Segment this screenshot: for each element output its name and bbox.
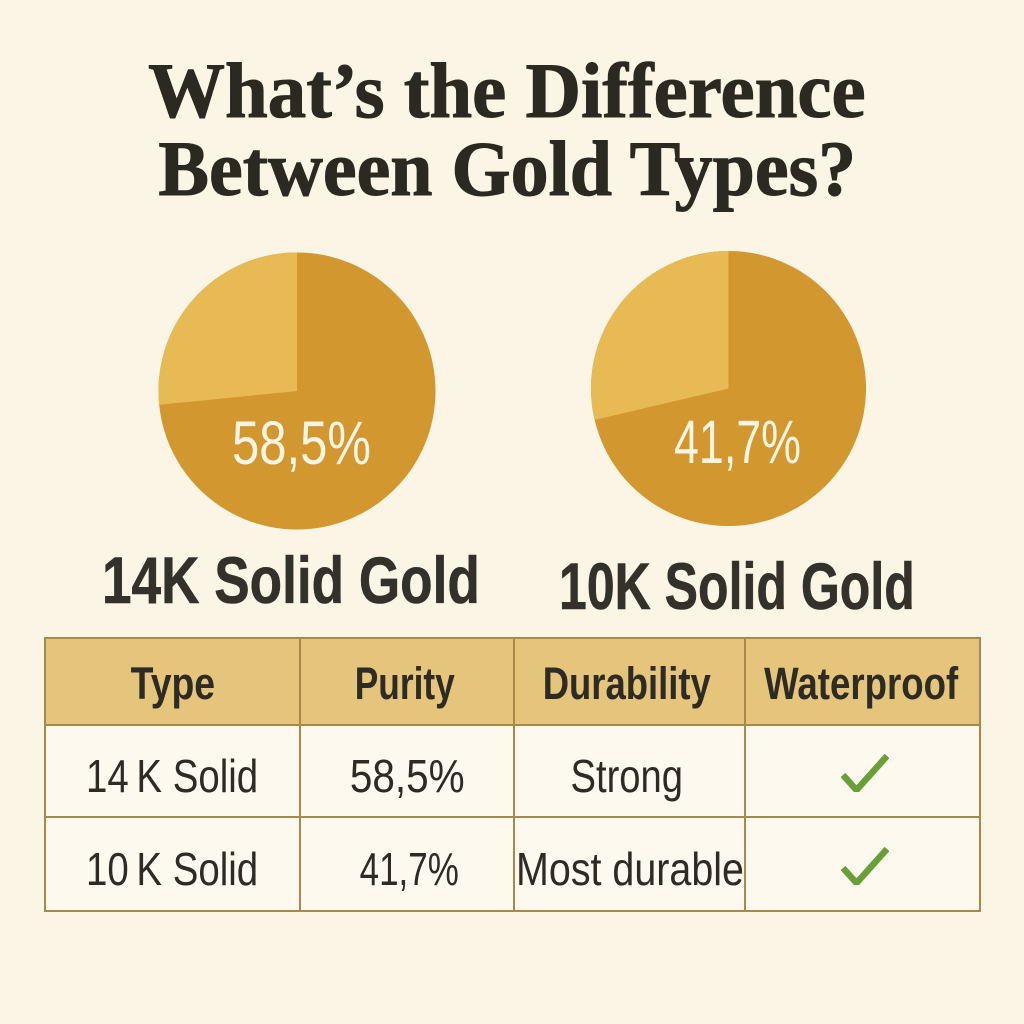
svg-text:41,7%: 41,7% [674, 408, 801, 476]
svg-text:58,5%: 58,5% [232, 409, 371, 477]
